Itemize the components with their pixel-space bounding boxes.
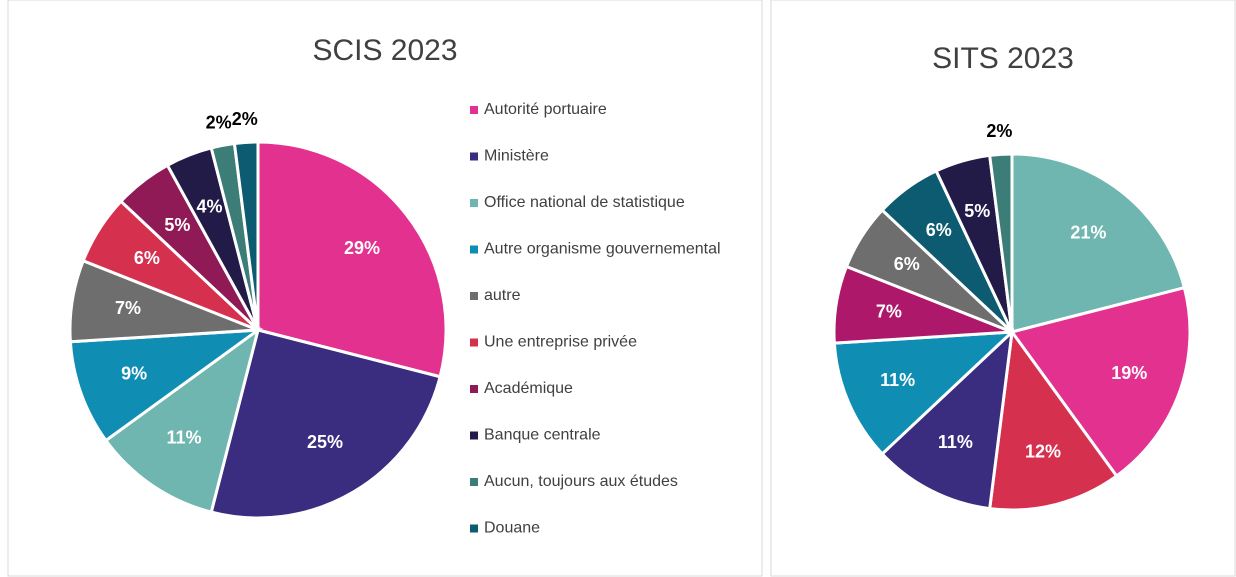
chart-title: SCIS 2023 [312, 34, 457, 67]
data-label: 2% [232, 109, 258, 129]
pie-slice [256, 140, 448, 379]
pie-slice [103, 326, 261, 514]
legend-label: Douane [484, 520, 540, 537]
data-label: 11% [167, 428, 202, 448]
data-label: 29% [344, 238, 380, 258]
legend-label: Office national de statistique [484, 194, 685, 211]
data-label: 5% [164, 215, 190, 235]
data-label: 2% [206, 112, 232, 132]
data-label: 7% [876, 301, 902, 321]
legend-swatch [470, 292, 478, 300]
chart-title: SITS 2023 [932, 42, 1074, 75]
pie-slice [68, 328, 264, 443]
data-label: 6% [134, 248, 160, 268]
data-label: 7% [115, 298, 141, 318]
data-label: 5% [964, 201, 990, 221]
data-label: 11% [880, 370, 915, 390]
pie-slice [832, 330, 1017, 456]
legend-swatch [470, 245, 478, 254]
legend-label: Autre organisme gouvernemental [484, 241, 721, 258]
pie-slice [988, 328, 1119, 512]
legend-label: Académique [484, 380, 573, 397]
data-label: 2% [986, 121, 1012, 141]
legend-swatch [470, 338, 478, 347]
legend-swatch [470, 385, 478, 393]
legend-label: Aucun, toujours aux études [484, 473, 678, 490]
data-label: 9% [121, 363, 147, 383]
legend-label: autre [484, 287, 521, 304]
pie-slice [209, 328, 442, 520]
legend-label: Une entreprise privée [484, 334, 637, 351]
data-label: 6% [894, 254, 920, 274]
pie-slice [1009, 285, 1192, 479]
data-label: 19% [1111, 363, 1147, 383]
legend-label: Banque centrale [484, 427, 601, 444]
pie-slice [1010, 152, 1187, 334]
legend-swatch [470, 106, 478, 114]
pie-slice [880, 328, 1015, 511]
legend-label: Ministère [484, 148, 549, 165]
legend-swatch [470, 199, 478, 207]
data-label: 11% [938, 432, 973, 452]
legend-label: Autorité portuaire [484, 101, 607, 118]
data-label: 12% [1025, 441, 1061, 461]
data-label: 4% [197, 196, 223, 216]
legend-swatch [470, 431, 478, 440]
data-label: 21% [1070, 222, 1106, 242]
legend-swatch [470, 524, 478, 533]
legend-swatch [470, 152, 478, 161]
pie-slice [988, 152, 1014, 333]
data-label: 25% [307, 432, 343, 452]
pie-slice [232, 140, 260, 331]
data-label: 6% [926, 220, 952, 240]
legend-swatch [470, 478, 478, 486]
